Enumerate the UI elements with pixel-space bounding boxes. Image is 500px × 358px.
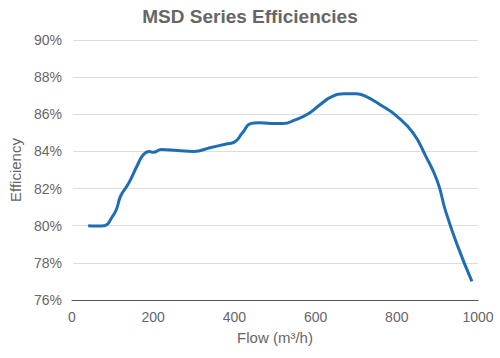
svg-text:200: 200 [141,309,165,325]
svg-text:88%: 88% [34,69,62,85]
svg-text:86%: 86% [34,106,62,122]
svg-text:1000: 1000 [462,309,493,325]
svg-text:0: 0 [68,309,76,325]
svg-text:82%: 82% [34,181,62,197]
svg-text:800: 800 [385,309,409,325]
svg-text:78%: 78% [34,255,62,271]
svg-text:Efficiency: Efficiency [7,138,24,202]
svg-text:Flow (m³/h): Flow (m³/h) [237,329,313,346]
svg-text:76%: 76% [34,292,62,308]
svg-text:80%: 80% [34,218,62,234]
svg-text:90%: 90% [34,32,62,48]
svg-text:MSD Series Efficiencies: MSD Series Efficiencies [142,6,357,27]
svg-text:84%: 84% [34,143,62,159]
svg-text:400: 400 [223,309,247,325]
svg-text:600: 600 [304,309,328,325]
